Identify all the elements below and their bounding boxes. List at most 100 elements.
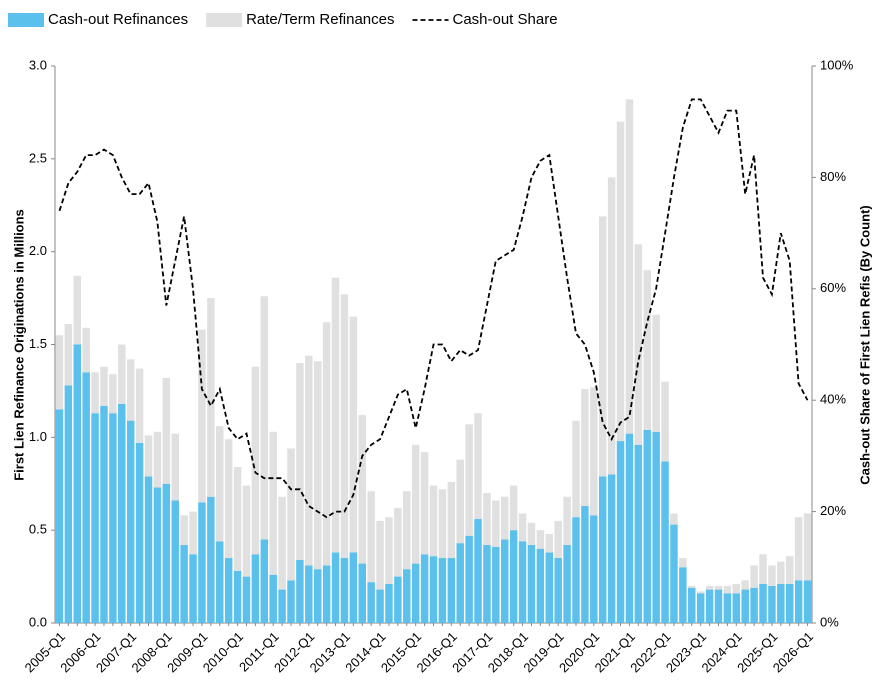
bar-segment [625, 433, 634, 623]
bar-segment [777, 584, 785, 623]
bar-segment [278, 589, 286, 623]
legend-item: Cash-out Share [412, 11, 558, 28]
bar-segment [224, 558, 233, 623]
bar-segment [269, 431, 277, 575]
bar-segment [607, 177, 616, 475]
legend-item: Cash-out Refinances [8, 11, 188, 28]
bar-segment [162, 377, 171, 484]
bar-segment [438, 558, 447, 623]
bar-segment [153, 431, 162, 488]
bar-segment [554, 558, 562, 623]
bar-segment [785, 584, 794, 623]
bar-segment [82, 372, 90, 623]
bar-segment [420, 452, 429, 555]
bar-segment [100, 405, 108, 623]
bar-segment [563, 496, 571, 546]
bar-segment [233, 571, 242, 623]
bar-segment [643, 429, 651, 623]
bar-segment [527, 545, 536, 623]
bar-segment [492, 546, 500, 623]
y-tick-label: 3.0 [29, 57, 47, 72]
bar-segment [340, 294, 349, 559]
y2-tick-label: 60% [820, 280, 846, 295]
bar-segment [189, 554, 197, 623]
bar-segment [207, 298, 215, 497]
bar-segment [803, 513, 812, 581]
bar-segment [456, 459, 464, 544]
bar-segment [198, 329, 206, 503]
bar-segment [55, 335, 64, 410]
bar-segment [688, 587, 696, 623]
bar-segment [492, 500, 500, 547]
bar-segment [55, 409, 64, 623]
bar-segment [536, 530, 545, 549]
bar-segment [189, 511, 197, 555]
bar-segment [216, 426, 224, 542]
bar-segment [518, 541, 527, 623]
bar-segment [501, 539, 509, 623]
y-axis-label: First Lien Refinance Originations in Mil… [11, 209, 26, 481]
y2-tick-label: 0% [820, 614, 839, 629]
y-tick-label: 1.0 [29, 429, 47, 444]
bar-segment [616, 441, 625, 623]
bar-segment [768, 585, 776, 623]
bar-segment [287, 580, 295, 623]
bar-segment [64, 385, 73, 623]
bar-segment [705, 589, 714, 623]
bar-segment [251, 366, 260, 555]
legend-swatch [8, 13, 44, 27]
bar-segment [741, 580, 749, 590]
bar-segment [598, 216, 607, 477]
y-tick-label: 2.0 [29, 243, 47, 258]
bar-segment [305, 565, 313, 623]
line-series [58, 98, 809, 519]
y-tick-label: 0.5 [29, 522, 47, 537]
bar-segment [331, 552, 340, 623]
bar-segment [536, 548, 545, 623]
bar-segment [118, 344, 126, 404]
bar-segment [714, 589, 723, 623]
bar-segment [420, 554, 429, 623]
bar-segment [162, 483, 171, 623]
bar-segment [634, 444, 643, 623]
bar-segment [135, 368, 144, 443]
bar-segment [153, 487, 162, 623]
bar-segment [296, 363, 304, 560]
bar-segment [269, 574, 277, 623]
bar-segment [403, 491, 411, 570]
bar-segment [349, 552, 358, 623]
bar-segment [545, 533, 554, 553]
bar-segment [723, 593, 732, 623]
bar-segment [465, 424, 473, 536]
bar-segment [278, 496, 286, 590]
bar-segment [759, 554, 767, 585]
bar-segment [100, 366, 108, 406]
bar-segment [118, 403, 126, 623]
bar-segment [73, 275, 82, 345]
bar-segment [73, 344, 82, 623]
y-tick-label: 2.5 [29, 150, 47, 165]
bar-segment [652, 431, 660, 623]
y2-tick-label: 100% [820, 57, 854, 72]
bar-segment [64, 324, 73, 386]
legend-label: Cash-out Refinances [48, 11, 188, 28]
bar-segment [581, 506, 589, 623]
y2-axis-label: Cash-out Share of First Lien Refis (By C… [857, 205, 872, 485]
bar-segment [759, 584, 767, 623]
bar-segment [474, 519, 482, 623]
bar-segment [242, 576, 251, 623]
bar-segment [331, 277, 340, 553]
bar-segment [590, 515, 598, 623]
bar-segment [411, 563, 420, 623]
bar-segment [260, 296, 269, 540]
bar-segment [198, 502, 206, 623]
bar-segment [144, 435, 153, 477]
bar-segment [554, 520, 562, 559]
y2-tick-label: 40% [820, 392, 846, 407]
bar-segment [144, 476, 153, 623]
bar-segment [224, 439, 233, 559]
bar-segment [171, 433, 179, 501]
bar-segment [394, 576, 402, 623]
bar-segment [403, 569, 411, 623]
